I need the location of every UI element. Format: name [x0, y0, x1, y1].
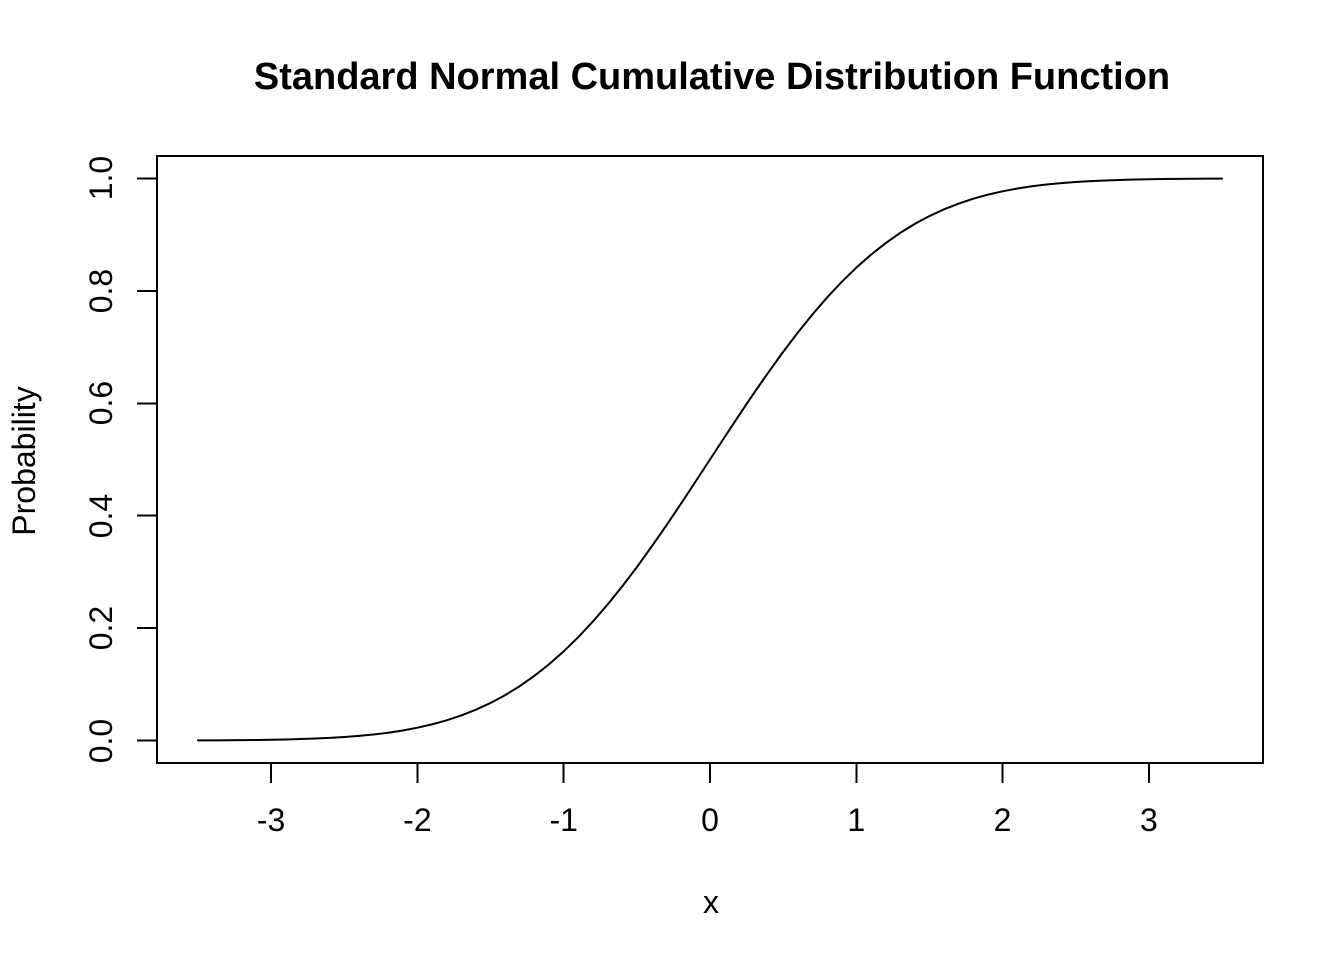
axis-tick-marks	[137, 177, 1150, 783]
x-tick-label: 3	[1139, 802, 1158, 838]
y-tick-label: 0.2	[83, 605, 119, 651]
y-tick-label: 0.8	[83, 268, 119, 314]
x-axis-title: x	[703, 884, 719, 920]
y-tick-label: 0.6	[83, 381, 119, 426]
cdf-curve	[196, 177, 1224, 742]
y-tick-label: 1.0	[83, 156, 119, 201]
y-tick-label: 0.0	[83, 718, 119, 763]
x-tick-label: -1	[549, 802, 578, 838]
chart-title: Standard Normal Cumulative Distribution …	[253, 56, 1171, 98]
y-tick-label: 0.4	[83, 493, 119, 538]
x-tick-label: 0	[701, 802, 719, 838]
x-tick-label: -2	[403, 802, 432, 838]
x-tick-label: 2	[993, 802, 1012, 838]
y-axis-title: Probability	[6, 386, 42, 536]
x-tick-label: -3	[256, 802, 286, 838]
x-tick-label: 1	[847, 802, 866, 838]
